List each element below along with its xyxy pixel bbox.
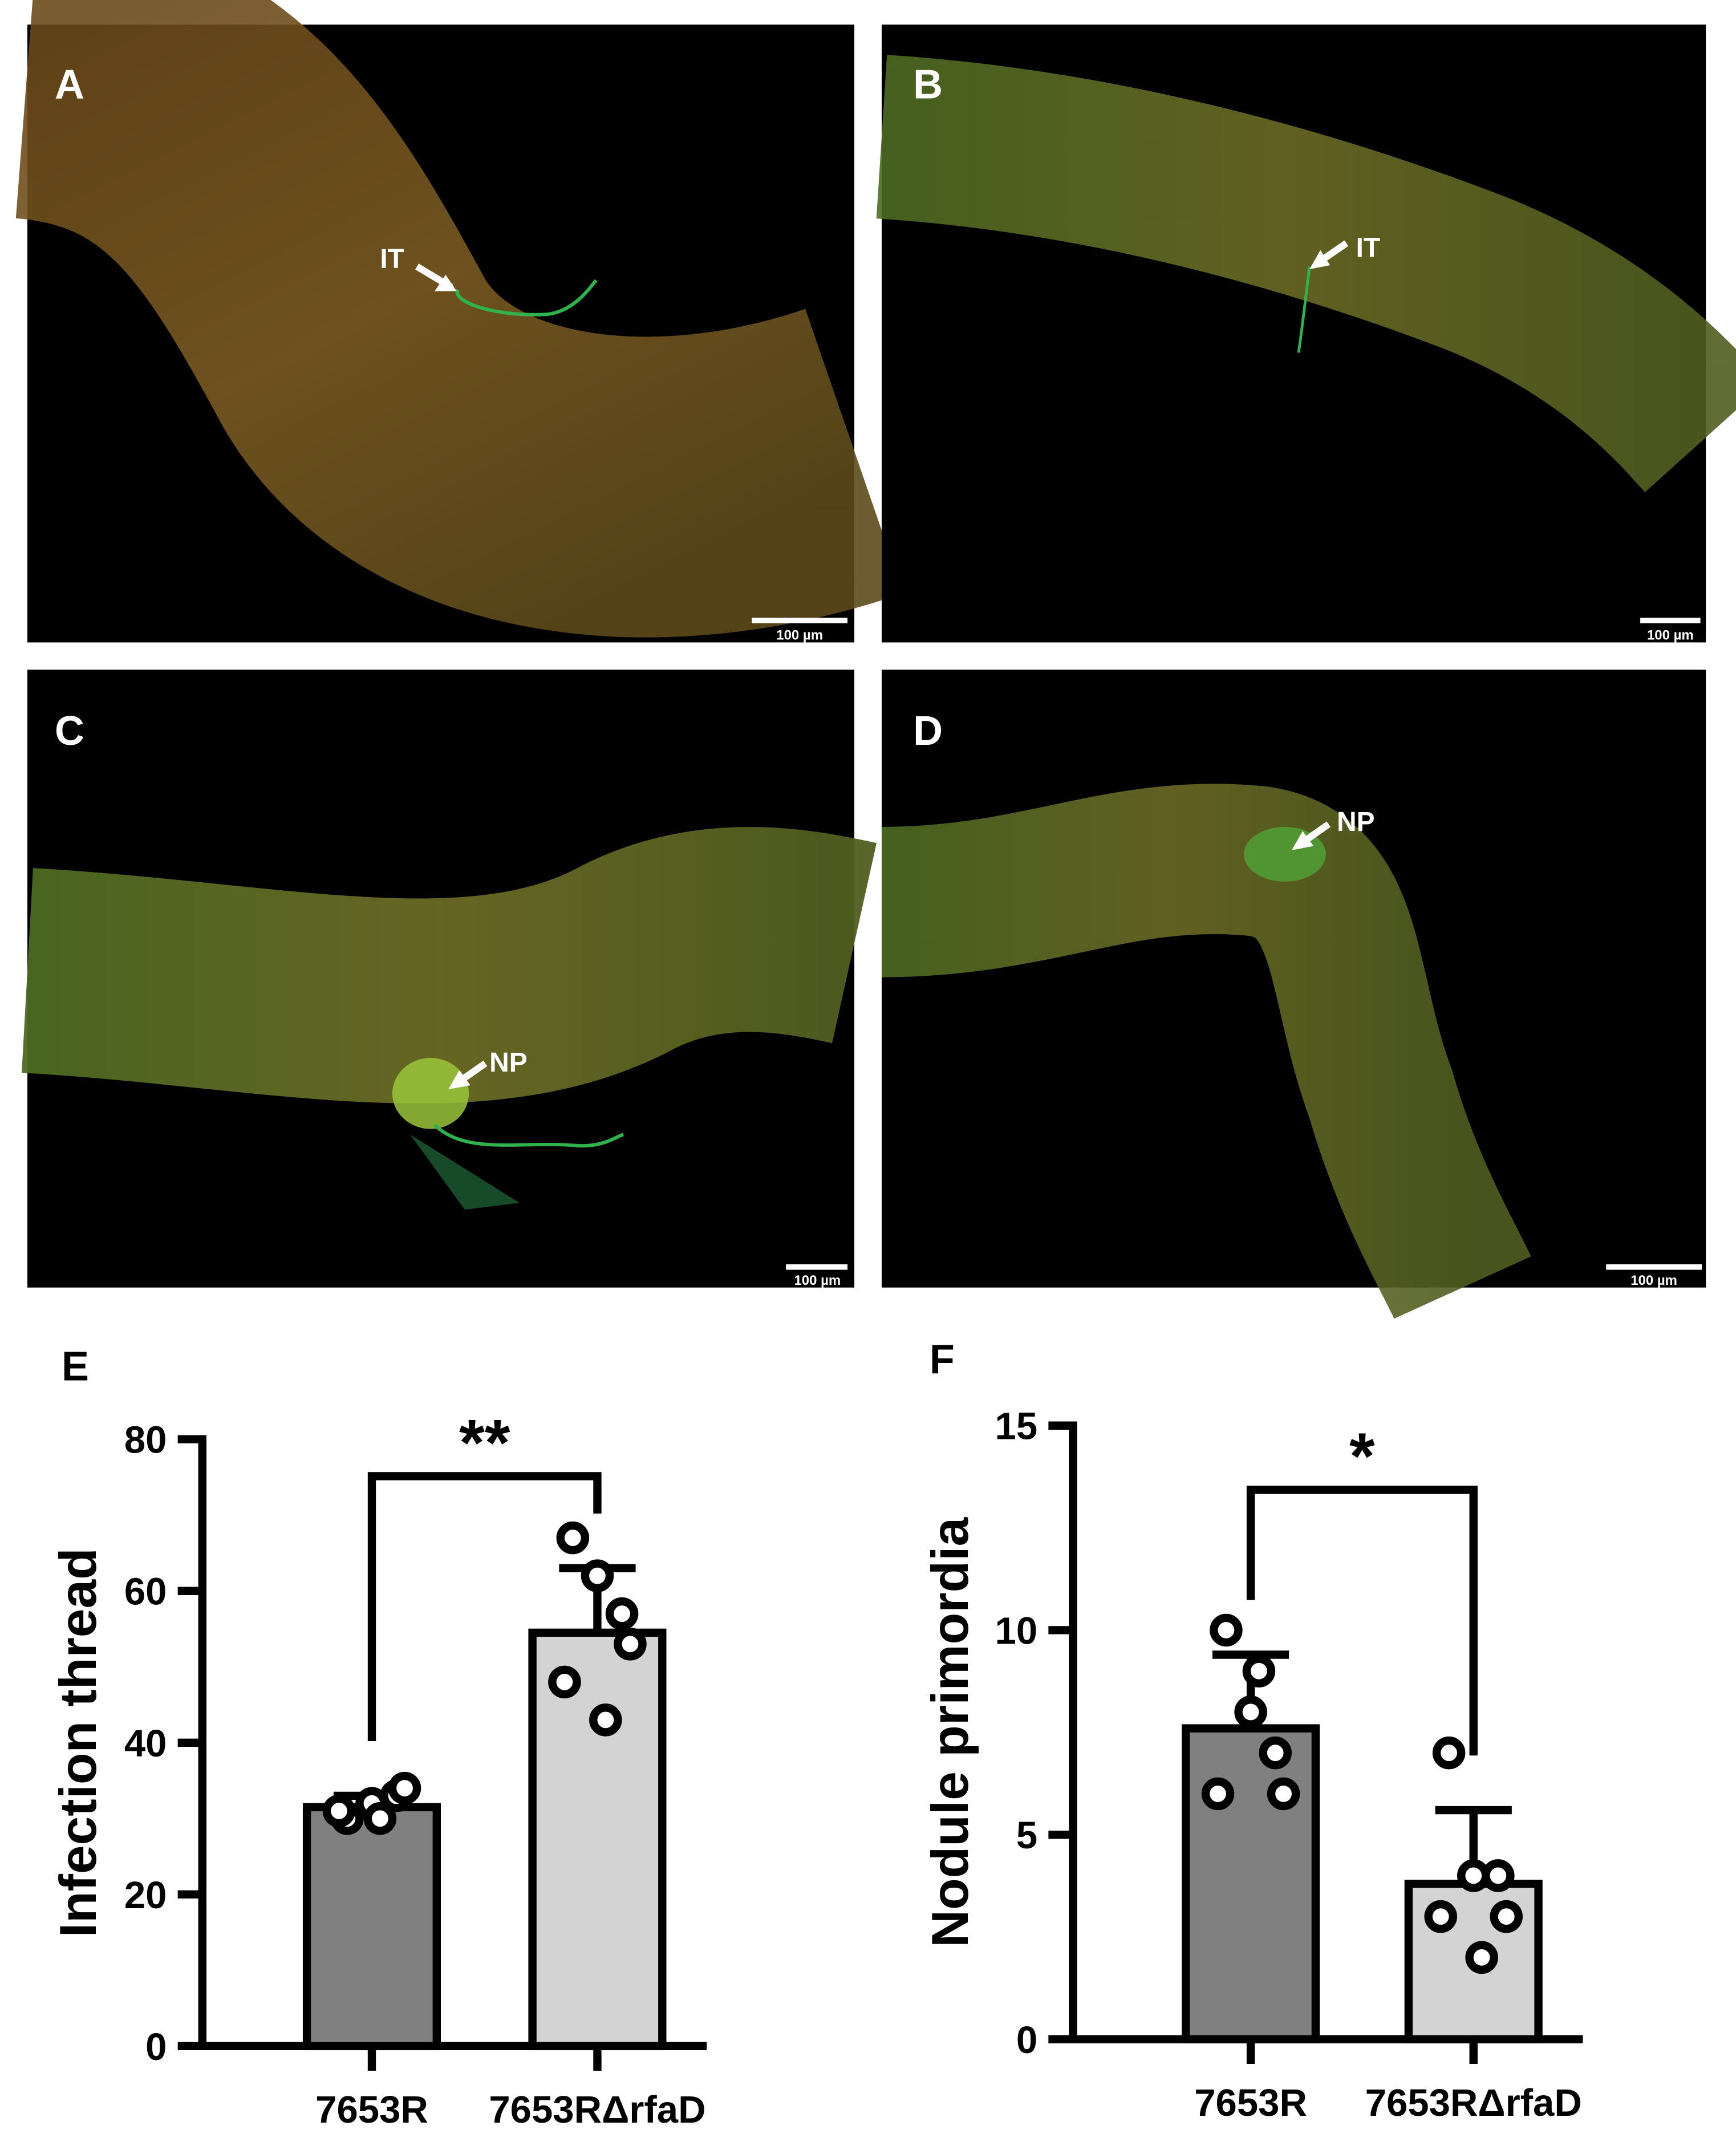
- panel-label: C: [55, 708, 84, 754]
- significance-bracket: [367, 1472, 602, 1742]
- x-tick-label: 7653R: [315, 2088, 428, 2131]
- panel-label: E: [62, 1344, 89, 1390]
- y-tick-label: 40: [124, 1722, 167, 1765]
- y-axis-label: Infection thread: [50, 1548, 107, 1937]
- annotation: IT: [1356, 233, 1381, 263]
- panel-label: D: [913, 708, 943, 754]
- data-point: [605, 1597, 639, 1630]
- annotation: NP: [489, 1048, 528, 1078]
- data-point: [1465, 1941, 1498, 1974]
- y-axis-label: Nodule primordia: [922, 1517, 979, 1948]
- data-point: [1259, 1736, 1292, 1770]
- bar: [302, 1803, 441, 2051]
- scale-bar-label: 100 µm: [794, 1273, 841, 1288]
- y-tick-label: 20: [124, 1874, 167, 1917]
- bar: [528, 1628, 667, 2051]
- data-point: [548, 1665, 581, 1699]
- significance: **: [459, 1406, 510, 1479]
- data-point: [581, 1559, 614, 1592]
- annotation: NP: [1337, 807, 1375, 837]
- data-point: [614, 1628, 647, 1661]
- data-point: [363, 1802, 397, 1835]
- data-point: [1267, 1777, 1300, 1811]
- micrograph-a: A IT 100 µm: [27, 25, 854, 643]
- data-point: [1201, 1777, 1235, 1811]
- panel-label: A: [55, 62, 84, 108]
- significance: *: [1349, 1420, 1375, 1493]
- x-tick-label: 7653R: [1194, 2082, 1307, 2124]
- y-tick-label: 15: [995, 1405, 1038, 1448]
- panel-label: F: [930, 1337, 955, 1383]
- data-point: [322, 1794, 356, 1828]
- x-tick-label: 7653RΔrfaD: [1365, 2082, 1582, 2124]
- data-point: [1210, 1613, 1243, 1647]
- data-point: [1432, 1736, 1466, 1770]
- data-point: [589, 1703, 622, 1737]
- data-point: [556, 1521, 590, 1555]
- micrograph-b: B IT 100 µm: [876, 25, 1736, 643]
- y-tick-label: 0: [1016, 2019, 1037, 2062]
- micrograph-c: C NP 100 µm: [22, 670, 877, 1288]
- data-point: [1482, 1859, 1515, 1892]
- panel-label: B: [913, 62, 943, 108]
- y-tick-label: 10: [995, 1609, 1038, 1652]
- data-point: [1242, 1654, 1276, 1687]
- data-point: [1424, 1900, 1457, 1933]
- y-tick-label: 80: [124, 1419, 167, 1462]
- bar: [1182, 1724, 1320, 2044]
- scale-bar-label: 100 µm: [1647, 628, 1694, 643]
- scale-bar-label: 100 µm: [1630, 1273, 1677, 1288]
- data-point: [388, 1771, 421, 1805]
- data-point: [1490, 1900, 1523, 1933]
- x-tick-label: 7653RΔrfaD: [489, 2088, 705, 2131]
- y-tick-label: 60: [124, 1571, 167, 1613]
- micrograph-d: D NP 100 µm: [881, 670, 1706, 1320]
- data-point: [1234, 1695, 1267, 1729]
- annotation: IT: [380, 244, 404, 274]
- y-tick-label: 0: [145, 2026, 167, 2068]
- scale-bar-label: 100 µm: [776, 628, 823, 643]
- y-tick-label: 5: [1016, 1814, 1037, 1857]
- significance-bracket: [1246, 1486, 1478, 1756]
